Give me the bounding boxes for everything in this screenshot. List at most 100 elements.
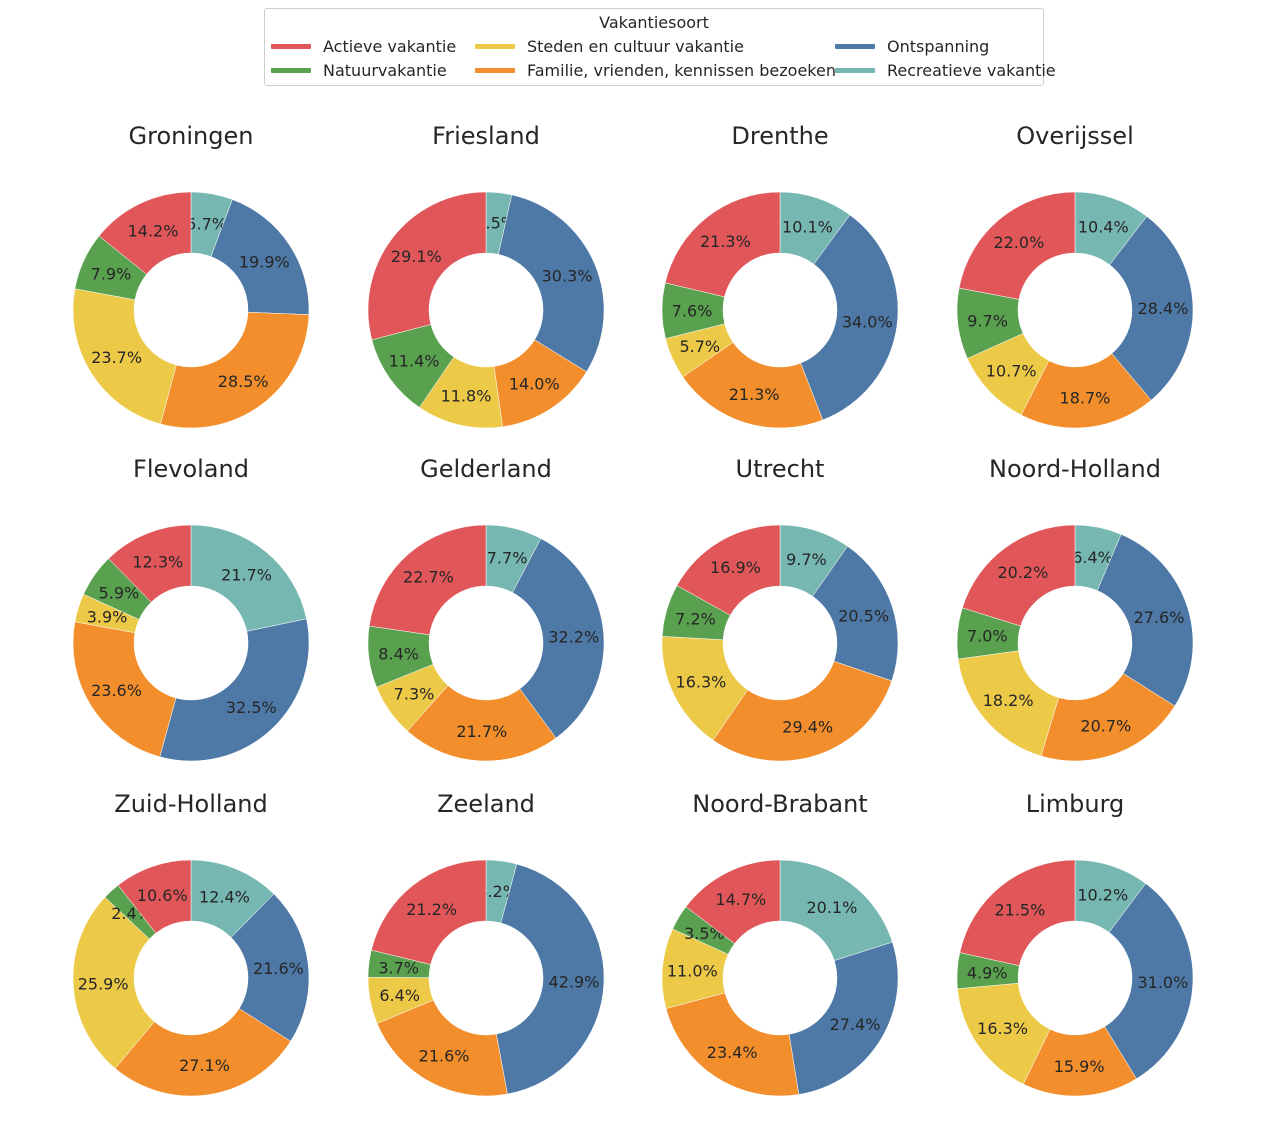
legend-label: Recreatieve vakantie (887, 60, 1056, 80)
donut-drenthe: Drenthe 10.1% 34.0% 21.3% 5.7% 7.6% 21.3% (661, 122, 899, 429)
slice-familie-vrienden-kennissen-bezoeken (493, 339, 587, 428)
donut-noord-holland: Noord-Holland 6.4% 27.6% 20.7% 18.2% 7.0% 20.2… (956, 455, 1194, 762)
slice-steden-en-cultuur-vakantie (376, 663, 449, 732)
slice-familie-vrienden-kennissen-bezoeken (1040, 673, 1176, 762)
slice-label: 5.7% (186, 214, 227, 233)
slice-actieve-vakantie (962, 524, 1076, 627)
slice-steden-en-cultuur-vakantie (72, 288, 177, 425)
slice-familie-vrienden-kennissen-bezoeken (160, 311, 310, 429)
donut-limburg: Limburg 10.2% 31.0% 15.9% 16.3% 4.9% 21.5% (956, 790, 1194, 1097)
slice-familie-vrienden-kennissen-bezoeken (114, 1008, 291, 1097)
slice-label: 20.1% (806, 898, 857, 917)
slice-actieve-vakantie (367, 191, 487, 341)
slice-label: 32.5% (226, 698, 277, 717)
slice-familie-vrienden-kennissen-bezoeken (712, 660, 893, 762)
panel-title: Noord-Holland (989, 455, 1161, 483)
slice-ontspanning (812, 545, 899, 682)
slice-label: 32.2% (548, 627, 599, 646)
slice-label: 5.9% (99, 583, 140, 602)
legend-label: Steden en cultuur vakantie (527, 36, 744, 56)
slice-label: 10.4% (1078, 218, 1129, 237)
donut-groningen: Groningen 5.7% 19.9% 28.5% 23.7% 7.9% 14.2% (72, 122, 310, 429)
slice-actieve-vakantie (676, 524, 781, 616)
slice-label: 30.3% (542, 267, 593, 286)
slice-ontspanning (1104, 883, 1194, 1080)
slice-label: 29.4% (782, 718, 833, 737)
slice-label: 10.2% (1077, 886, 1128, 905)
slice-natuurvakantie (83, 558, 152, 620)
slice-label: 21.6% (253, 959, 304, 978)
slice-steden-en-cultuur-vakantie (957, 982, 1051, 1085)
slice-steden-en-cultuur-vakantie (957, 650, 1059, 757)
legend-item-recreatieve-vakantie: Recreatieve vakantie (835, 59, 1056, 81)
panel-title: Zuid-Holland (114, 790, 267, 818)
donut-noord-brabant: Noord-Brabant20.1%27.4%23.4%11.0%3.5%14.… (661, 790, 899, 1097)
donut-flevoland: Flevoland 21.7% 32.5% 23.6% 3.9% 5.9% 12.3% (72, 455, 310, 762)
slice-label: 18.2% (983, 691, 1034, 710)
slice-ontspanning (1109, 216, 1194, 401)
slice-actieve-vakantie (117, 859, 192, 934)
slice-label: 6.4% (1072, 548, 1113, 567)
slice-familie-vrienden-kennissen-bezoeken (1020, 353, 1152, 429)
slice-ontspanning (498, 194, 605, 373)
slice-label: 7.2% (675, 609, 716, 628)
slice-natuurvakantie (104, 884, 157, 940)
donut-gelderland: Gelderland 7.7% 32.2% 21.7% 7.3% 8.4% 22.7% (367, 455, 605, 762)
panel-title: Drenthe (731, 122, 828, 150)
slice-label: 11.4% (389, 352, 440, 371)
panel-title: Overijssel (1016, 122, 1134, 150)
slice-familie-vrienden-kennissen-bezoeken (665, 992, 800, 1097)
slice-label: 7.3% (394, 685, 435, 704)
slice-recreatieve-vakantie (190, 524, 307, 632)
slice-natuurvakantie (956, 607, 1021, 660)
slice-label: 3.7% (378, 958, 419, 977)
slice-recreatieve-vakantie (779, 859, 893, 961)
slice-label: 31.0% (1137, 973, 1188, 992)
slice-label: 16.3% (676, 673, 727, 692)
slice-label: 9.7% (786, 550, 827, 569)
slice-natuurvakantie (672, 906, 735, 955)
slice-actieve-vakantie (98, 191, 192, 275)
slice-steden-en-cultuur-vakantie (967, 333, 1050, 416)
slice-ontspanning (1096, 534, 1194, 707)
slice-label: 23.4% (707, 1043, 758, 1062)
slice-natuurvakantie (74, 235, 147, 301)
donut-overijssel: Overijssel 10.4% 28.4% 18.7% 10.7% 9.7% 22.0% (956, 122, 1194, 429)
slice-label: 42.9% (549, 973, 600, 992)
slice-label: 9.7% (967, 311, 1008, 330)
slice-label: 21.2% (406, 900, 457, 919)
slice-familie-vrienden-kennissen-bezoeken (72, 621, 177, 758)
slice-label: 27.4% (830, 1015, 881, 1034)
slice-label: 7.9% (91, 264, 132, 283)
legend-item-familie-bezoeken: Familie, vrienden, kennissen bezoeken (475, 59, 836, 81)
slice-natuurvakantie (661, 585, 731, 641)
legend-swatch (835, 43, 875, 49)
slice-label: 7.7% (487, 549, 528, 568)
panel-title: Groningen (129, 122, 254, 150)
slice-steden-en-cultuur-vakantie (72, 896, 155, 1069)
slice-label: 14.0% (509, 375, 560, 394)
legend-label: Natuurvakantie (323, 60, 447, 80)
slice-label: 19.9% (239, 252, 290, 271)
slice-label: 12.4% (199, 888, 250, 907)
legend-swatch (271, 67, 311, 73)
slice-familie-vrienden-kennissen-bezoeken (376, 999, 508, 1097)
slice-label: 6.4% (379, 986, 420, 1005)
slice-label: 23.7% (91, 348, 142, 367)
panel-title: Flevoland (133, 455, 249, 483)
slice-label: 25.9% (78, 974, 129, 993)
slice-actieve-vakantie (371, 859, 487, 965)
slice-natuurvakantie (371, 324, 455, 408)
slice-label: 21.7% (221, 566, 272, 585)
slice-ontspanning (496, 863, 605, 1095)
slice-label: 23.6% (91, 681, 142, 700)
slice-label: 21.3% (729, 385, 780, 404)
slice-actieve-vakantie (685, 859, 781, 944)
slice-ontspanning (800, 214, 899, 421)
slice-actieve-vakantie (108, 524, 192, 603)
slice-label: 11.8% (441, 387, 492, 406)
slice-label: 27.1% (179, 1056, 230, 1075)
slice-actieve-vakantie (368, 524, 487, 636)
slice-natuurvakantie (956, 287, 1024, 359)
